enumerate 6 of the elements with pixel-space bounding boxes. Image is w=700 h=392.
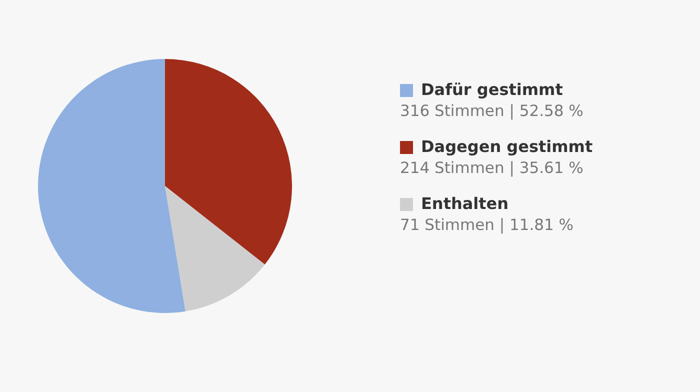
legend-label: Enthalten xyxy=(421,194,509,214)
legend-label: Dagegen gestimmt xyxy=(421,137,593,157)
data-label: 71 Stimmen | 11.81 % xyxy=(400,215,575,236)
legend-label: Dafür gestimmt xyxy=(421,80,563,100)
data-label: 316 Stimmen | 52.58 % xyxy=(400,101,584,122)
data-label: 214 Stimmen | 35.61 % xyxy=(400,158,584,179)
